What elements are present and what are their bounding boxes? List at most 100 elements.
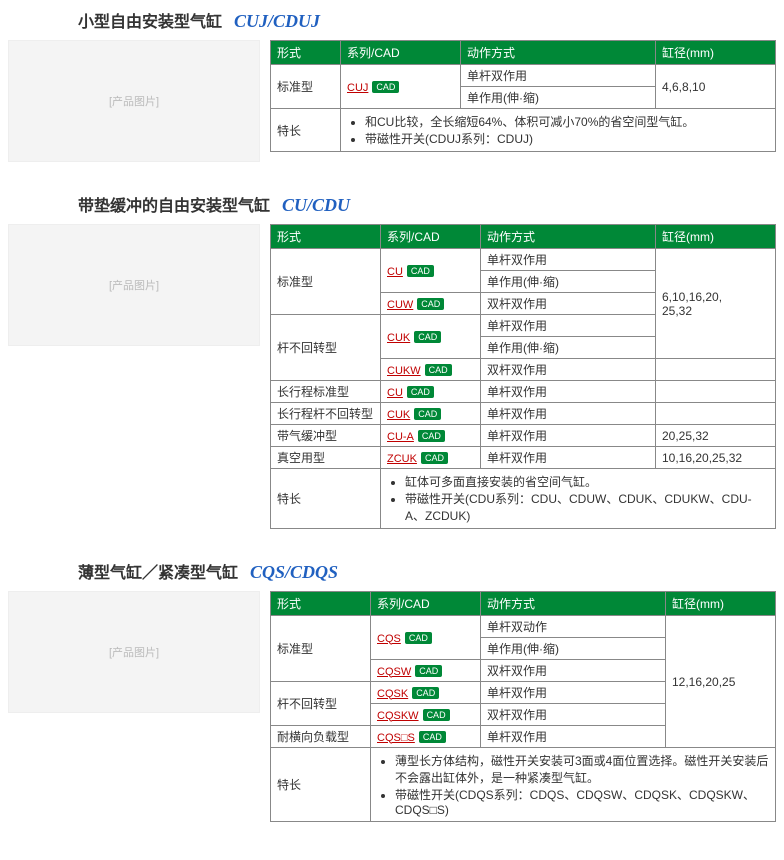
cad-badge[interactable]: CAD: [407, 386, 434, 398]
cad-badge[interactable]: CAD: [417, 298, 444, 310]
action-cell: 单杆双作用: [481, 682, 666, 704]
bore-cell: 4,6,8,10: [656, 65, 776, 109]
section-title: 带垫缓冲的自由安装型气缸 CU/CDU: [8, 192, 776, 216]
action-cell: 双杆双作用: [481, 293, 656, 315]
form-cell: 标准型: [271, 616, 371, 682]
action-cell: 单作用(伸·缩): [481, 638, 666, 660]
series-cell: CUW CAD: [381, 293, 481, 315]
table-header: 动作方式: [461, 41, 656, 65]
content-row: [产品图片]形式系列/CAD动作方式缸径(mm)标准型CQSCAD单杆双动作12…: [8, 591, 776, 822]
series-link[interactable]: CU: [387, 387, 403, 399]
series-link[interactable]: CU: [387, 266, 403, 278]
bore-cell: 12,16,20,25: [666, 616, 776, 748]
series-cell: CUK CAD: [381, 403, 481, 425]
product-section: 小型自由安装型气缸CUJ/CDUJ[产品图片]形式系列/CAD动作方式缸径(mm…: [8, 8, 776, 162]
action-cell: 单杆双动作: [481, 616, 666, 638]
series-link[interactable]: CQSK: [377, 688, 408, 700]
cad-badge[interactable]: CAD: [418, 430, 445, 442]
form-cell: 杆不回转型: [271, 315, 381, 381]
feature-label: 特长: [271, 469, 381, 529]
feature-item: 带磁性开关(CDUJ系列：CDUJ): [365, 130, 769, 147]
series-cell: CQS□S CAD: [371, 726, 481, 748]
spec-table: 形式系列/CAD动作方式缸径(mm)标准型CUJCAD单杆双作用4,6,8,10…: [270, 40, 776, 152]
bore-cell: [656, 359, 776, 381]
table-header: 动作方式: [481, 592, 666, 616]
cad-badge[interactable]: CAD: [414, 408, 441, 420]
action-cell: 单杆双作用: [481, 403, 656, 425]
series-cell: CQSK CAD: [371, 682, 481, 704]
product-section: 薄型气缸／紧凑型气缸CQS/CDQS[产品图片]形式系列/CAD动作方式缸径(m…: [8, 559, 776, 822]
table-header: 形式: [271, 41, 341, 65]
section-title-model: CUJ/CDUJ: [234, 11, 320, 31]
series-link[interactable]: CUJ: [347, 82, 368, 94]
series-link[interactable]: CQS□S: [377, 732, 415, 744]
section-title-cn: 带垫缓冲的自由安装型气缸: [78, 198, 270, 215]
action-cell: 单杆双作用: [481, 447, 656, 469]
series-link[interactable]: CQS: [377, 633, 401, 645]
cad-badge[interactable]: CAD: [415, 665, 442, 677]
series-link[interactable]: CUKW: [387, 365, 421, 377]
series-link[interactable]: CU-A: [387, 431, 414, 443]
table-header: 缸径(mm): [666, 592, 776, 616]
cad-badge[interactable]: CAD: [425, 364, 452, 376]
cad-badge[interactable]: CAD: [372, 81, 399, 93]
spec-table-wrap: 形式系列/CAD动作方式缸径(mm)标准型CQSCAD单杆双动作12,16,20…: [270, 591, 776, 822]
product-section: 带垫缓冲的自由安装型气缸CU/CDU[产品图片]形式系列/CAD动作方式缸径(m…: [8, 192, 776, 529]
action-cell: 单杆双作用: [481, 249, 656, 271]
feature-row: 特长薄型长方体结构，磁性开关安装可3面或4面位置选择。磁性开关安装后不会露出缸体…: [271, 748, 776, 822]
cad-badge[interactable]: CAD: [405, 632, 432, 644]
series-link[interactable]: CUK: [387, 332, 410, 344]
feature-item: 薄型长方体结构，磁性开关安装可3面或4面位置选择。磁性开关安装后不会露出缸体外，…: [395, 752, 769, 786]
table-header: 缸径(mm): [656, 225, 776, 249]
form-cell: 带气缓冲型: [271, 425, 381, 447]
series-link[interactable]: ZCUK: [387, 453, 417, 465]
table-header: 缸径(mm): [656, 41, 776, 65]
cad-badge[interactable]: CAD: [412, 687, 439, 699]
spec-table: 形式系列/CAD动作方式缸径(mm)标准型CUCAD单杆双作用6,10,16,2…: [270, 224, 776, 529]
spec-table: 形式系列/CAD动作方式缸径(mm)标准型CQSCAD单杆双动作12,16,20…: [270, 591, 776, 822]
table-header: 系列/CAD: [381, 225, 481, 249]
series-link[interactable]: CQSW: [377, 666, 411, 678]
section-title-model: CU/CDU: [282, 195, 350, 215]
product-image: [产品图片]: [8, 224, 260, 346]
series-cell: CUK CAD: [381, 315, 481, 359]
series-cell: CQS CAD: [371, 616, 481, 660]
series-link[interactable]: CUW: [387, 299, 413, 311]
table-row: 标准型CUJCAD单杆双作用4,6,8,10: [271, 65, 776, 87]
action-cell: 单杆双作用: [481, 381, 656, 403]
feature-label: 特长: [271, 748, 371, 822]
table-row: 长行程标准型CUCAD单杆双作用: [271, 381, 776, 403]
action-cell: 单作用(伸·缩): [481, 337, 656, 359]
bore-cell: [656, 403, 776, 425]
series-cell: CUJ CAD: [341, 65, 461, 109]
feature-row: 特长和CU比较，全长缩短64%、体积可减小70%的省空间型气缸。带磁性开关(CD…: [271, 109, 776, 152]
series-link[interactable]: CUK: [387, 409, 410, 421]
series-cell: CQSW CAD: [371, 660, 481, 682]
bore-cell: 10,16,20,25,32: [656, 447, 776, 469]
table-row: 长行程杆不回转型CUKCAD单杆双作用: [271, 403, 776, 425]
section-title: 小型自由安装型气缸 CUJ/CDUJ: [8, 8, 776, 32]
table-row: 标准型CUCAD单杆双作用6,10,16,20, 25,32: [271, 249, 776, 271]
section-title-cn: 薄型气缸／紧凑型气缸: [78, 565, 238, 582]
action-cell: 单作用(伸·缩): [481, 271, 656, 293]
bore-cell: [656, 381, 776, 403]
cad-badge[interactable]: CAD: [407, 265, 434, 277]
series-cell: CUKW CAD: [381, 359, 481, 381]
table-header: 动作方式: [481, 225, 656, 249]
cad-badge[interactable]: CAD: [421, 452, 448, 464]
form-cell: 真空用型: [271, 447, 381, 469]
cad-badge[interactable]: CAD: [414, 331, 441, 343]
series-cell: CU CAD: [381, 381, 481, 403]
content-row: [产品图片]形式系列/CAD动作方式缸径(mm)标准型CUCAD单杆双作用6,1…: [8, 224, 776, 529]
table-row: 标准型CQSCAD单杆双动作12,16,20,25: [271, 616, 776, 638]
feature-item: 带磁性开关(CDQS系列：CDQS、CDQSW、CDQSK、CDQSKW、CDQ…: [395, 786, 769, 817]
series-cell: ZCUK CAD: [381, 447, 481, 469]
cad-badge[interactable]: CAD: [419, 731, 446, 743]
section-title-cn: 小型自由安装型气缸: [78, 14, 222, 31]
spec-table-wrap: 形式系列/CAD动作方式缸径(mm)标准型CUJCAD单杆双作用4,6,8,10…: [270, 40, 776, 152]
table-header: 形式: [271, 225, 381, 249]
bore-cell: 6,10,16,20, 25,32: [656, 249, 776, 359]
series-link[interactable]: CQSKW: [377, 710, 419, 722]
feature-row: 特长缸体可多面直接安装的省空间气缸。带磁性开关(CDU系列：CDU、CDUW、C…: [271, 469, 776, 529]
cad-badge[interactable]: CAD: [423, 709, 450, 721]
